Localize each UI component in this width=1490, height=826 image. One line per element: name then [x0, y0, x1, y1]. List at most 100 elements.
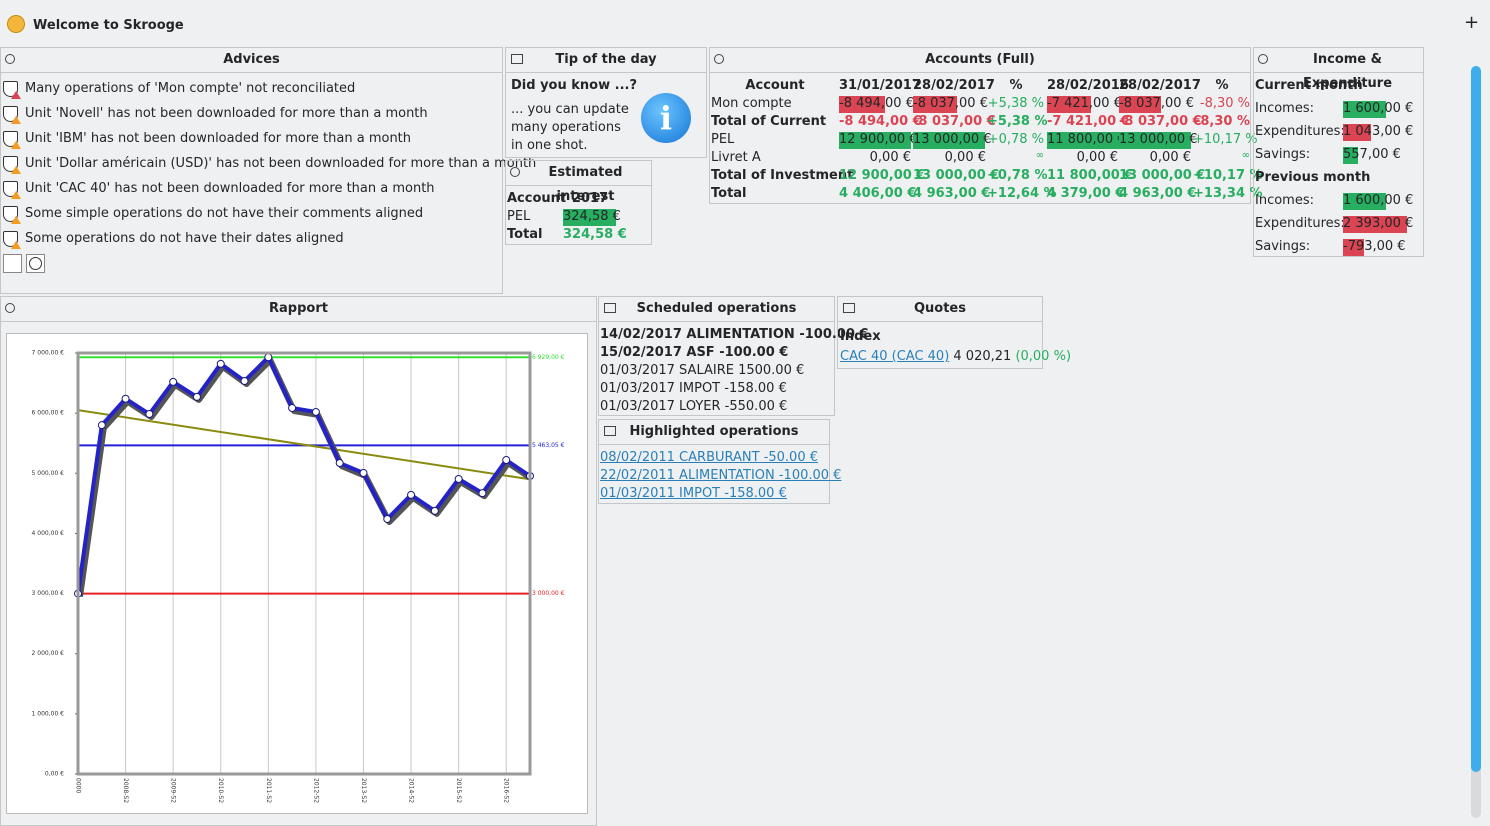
table-cell: -8 037,00 €: [1119, 114, 1202, 129]
plot-area: [78, 353, 530, 774]
table-cell: +5,38 %: [987, 96, 1044, 111]
row-value: 1 600,00 €: [1343, 101, 1414, 116]
table-cell: +10,17 %: [1193, 168, 1263, 183]
panel-title: Quotes: [838, 297, 1042, 322]
row-value: -793,00 €: [1343, 239, 1406, 254]
table-cell: 11 800,00 €: [1047, 168, 1134, 183]
panel-title: Highlighted operations: [599, 420, 829, 445]
value-bar: [563, 209, 616, 226]
x-tick-label: 2012-S2: [312, 778, 319, 803]
table-cell: ∞: [1035, 150, 1044, 161]
table-cell: 0,00 €: [1149, 150, 1191, 165]
x-tick-label: 2016-S2: [503, 778, 510, 803]
table-cell: 13 000,00 €: [1119, 168, 1206, 183]
advice-item: Unit 'Novell' has not been downloaded fo…: [25, 106, 428, 121]
column-header: %: [1009, 78, 1023, 93]
value-bar: [839, 132, 911, 149]
row-label: Total of Investment: [711, 168, 854, 183]
panel-title: Accounts (Full): [710, 48, 1250, 73]
settings-icon[interactable]: [5, 303, 15, 313]
highlighted-link[interactable]: 01/03/2011 IMPOT -158.00 €: [600, 486, 787, 501]
table-cell: +0,78 %: [987, 168, 1048, 183]
tip-text: ... you can update many operations in on…: [511, 102, 629, 153]
add-button[interactable]: +: [1464, 12, 1480, 33]
row-label: Incomes:: [1255, 193, 1314, 208]
column-header: Account: [745, 78, 805, 93]
column-header: Account: [507, 191, 567, 206]
highlighted-link[interactable]: 22/02/2011 ALIMENTATION -100.00 €: [600, 468, 842, 483]
settings-icon[interactable]: [1258, 54, 1268, 64]
table-cell: 4 379,00 €: [1047, 186, 1125, 201]
reference-label: 6 929,00 €: [532, 354, 565, 361]
panel-icon: [843, 303, 855, 313]
data-point: [97, 421, 106, 430]
panel-icon: [511, 54, 523, 64]
table-cell: 4 963,00 €: [1119, 186, 1197, 201]
reference-label: 3 000,00 €: [532, 590, 565, 597]
y-tick-label: 7 000,00 €: [32, 350, 65, 357]
table-cell: +5,38 %: [987, 114, 1048, 129]
panel-title: Scheduled operations: [599, 297, 834, 322]
table-cell: 0,00 €: [1076, 150, 1118, 165]
table-cell: +12,64 %: [987, 186, 1057, 201]
data-point: [383, 514, 392, 523]
trend-line: [77, 409, 531, 481]
table-cell: +10,17 %: [1193, 132, 1258, 147]
value-bar: [1119, 96, 1161, 113]
advice-item: Some operations do not have their dates …: [25, 231, 344, 246]
table-cell: 13 000,00 €: [913, 132, 992, 147]
panel-title: Income & Expenditure: [1254, 48, 1423, 91]
value-bar: [1343, 193, 1386, 210]
row-label: Savings:: [1255, 239, 1311, 254]
highlighted-link[interactable]: 08/02/2011 CARBURANT -50.00 €: [600, 450, 819, 465]
table-cell: 4 963,00 €: [913, 186, 991, 201]
panel-title: Rapport: [1, 297, 596, 322]
advice-item: Some simple operations do not have their…: [25, 206, 424, 221]
data-point: [407, 490, 416, 499]
advice-item: Unit 'CAC 40' has not been downloaded fo…: [25, 181, 435, 196]
table-cell: 11 800,00 €: [1047, 132, 1126, 147]
table-cell: -8 037,00 €: [1119, 96, 1194, 111]
x-tick-label: 2015-S2: [455, 778, 462, 803]
settings-icon[interactable]: [5, 54, 15, 64]
quote-link[interactable]: CAC 40 (CAC 40): [840, 349, 950, 364]
y-tick-label: 3 000,00 €: [32, 590, 65, 597]
accounts-panel: Accounts (Full) Account 31/01/2017 28/02/2…: [709, 47, 1263, 204]
row-value: 1 600,00 €: [1343, 193, 1414, 208]
advice-item: Unit 'Dollar américain (USD)' has not be…: [25, 156, 537, 171]
panel-title: Tip of the day: [506, 48, 706, 73]
table-cell: 324,58 €: [563, 209, 621, 224]
row-value: 557,00 €: [1343, 147, 1401, 162]
data-point: [240, 376, 249, 385]
apply-button[interactable]: [3, 254, 22, 273]
column-header: 2017: [571, 191, 609, 206]
value-bar: [1343, 239, 1364, 256]
table-cell: -7 421,00 €: [1047, 96, 1122, 111]
advice-icon: [3, 131, 21, 149]
row-label: Expenditures:: [1255, 216, 1345, 231]
scheduled-item: 01/03/2017 IMPOT -158.00 €: [600, 381, 787, 396]
panel-icon: [604, 426, 616, 436]
row-value: 1 043,00 €: [1343, 124, 1414, 139]
value-bar: [1343, 124, 1371, 141]
data-point: [311, 407, 320, 416]
scrollbar-thumb[interactable]: [1471, 66, 1481, 772]
column-header: 28/02/2017: [913, 78, 995, 93]
row-label: PEL: [507, 209, 531, 224]
column-header: 31/01/2017: [839, 78, 921, 93]
settings-icon[interactable]: [714, 54, 724, 64]
advice-icon: [3, 81, 21, 99]
row-label: Incomes:: [1255, 101, 1314, 116]
row-label: Total of Current: [711, 114, 827, 129]
data-point: [145, 410, 154, 419]
data-point: [454, 474, 463, 483]
settings-icon[interactable]: [510, 167, 520, 177]
check-button[interactable]: [26, 254, 45, 273]
table-cell: +0,78 %: [987, 132, 1044, 147]
data-point: [121, 394, 130, 403]
x-tick-label: 2014-S2: [408, 778, 415, 803]
row-label: Expenditures:: [1255, 124, 1345, 139]
advice-item: Unit 'IBM' has not been downloaded for m…: [25, 131, 412, 146]
quotes-panel: Quotes Index CAC 40 (CAC 40) 4 020,21 (0…: [837, 296, 1071, 369]
